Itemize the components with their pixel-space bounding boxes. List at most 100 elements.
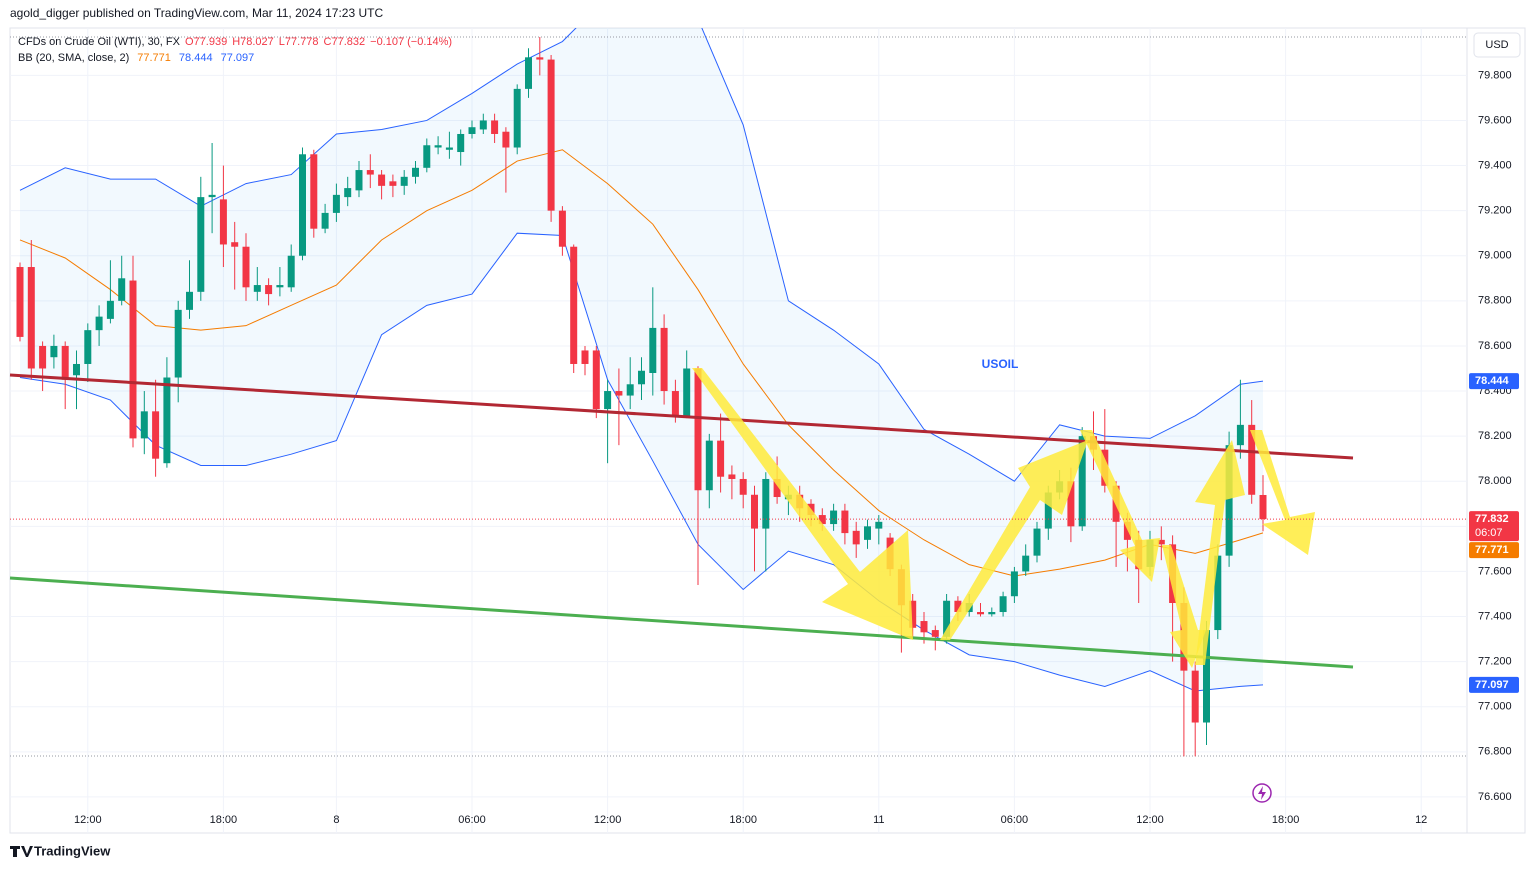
candle-body bbox=[434, 145, 442, 148]
forecast-arrows bbox=[692, 368, 1315, 668]
candle-body bbox=[1044, 492, 1052, 529]
currency-button[interactable] bbox=[1473, 32, 1521, 58]
indicator: BB (20, SMA, close, 2) bbox=[18, 52, 129, 64]
candle-body bbox=[468, 127, 476, 134]
bb-line bbox=[19, 232, 1264, 692]
candle-body bbox=[999, 596, 1007, 613]
candle-body bbox=[864, 526, 871, 540]
y-tick-label: 79.600 bbox=[1478, 114, 1512, 126]
candle-body bbox=[751, 494, 758, 529]
y-tick-label: 76.800 bbox=[1478, 746, 1512, 758]
ohlc-value: O77.939 bbox=[185, 36, 227, 48]
candle-body bbox=[920, 621, 928, 633]
footer-logo: TradingView bbox=[34, 843, 111, 858]
x-tick-label: 11 bbox=[873, 814, 884, 826]
x-tick-label: 12:00 bbox=[1136, 814, 1164, 826]
logo-icon bbox=[10, 846, 33, 857]
candle-body bbox=[638, 370, 645, 385]
candle-body bbox=[1259, 494, 1267, 520]
candle-body bbox=[208, 194, 216, 198]
candle-body bbox=[615, 391, 623, 396]
arrow bbox=[940, 440, 1088, 640]
symbol: CFDs on Crude Oil (WTI), 30, FX bbox=[18, 36, 181, 48]
currency[interactable]: USD bbox=[1485, 39, 1508, 51]
candle-body bbox=[39, 345, 47, 369]
candle-body bbox=[84, 330, 92, 364]
support-trendline bbox=[9, 576, 1354, 669]
change: −0.107 (−0.14%) bbox=[370, 36, 452, 48]
candle-body bbox=[909, 600, 917, 628]
candle-body bbox=[1010, 571, 1018, 597]
candle-body bbox=[762, 478, 770, 529]
candle-body bbox=[299, 154, 306, 256]
attribution: agold_digger published on TradingView.co… bbox=[10, 6, 383, 20]
candle-body bbox=[197, 197, 205, 292]
y-tick-label: 79.800 bbox=[1478, 69, 1512, 81]
candle-body bbox=[570, 246, 578, 364]
price-badge bbox=[1469, 373, 1519, 390]
candle-body bbox=[265, 285, 273, 295]
candle-body bbox=[106, 300, 114, 319]
candle-body bbox=[547, 59, 555, 211]
candle-body bbox=[717, 440, 725, 477]
x-tick-label: 18:00 bbox=[210, 814, 238, 826]
x-tick-label: 06:00 bbox=[458, 814, 486, 826]
ohlc-value: C77.832 bbox=[324, 36, 366, 48]
candle-body bbox=[400, 176, 408, 186]
y-tick-label: 78.800 bbox=[1478, 295, 1512, 307]
candle-body bbox=[660, 327, 668, 392]
candle-body bbox=[1078, 436, 1086, 527]
price-badge-label: 77.097 bbox=[1475, 679, 1509, 691]
resistance-trendline bbox=[9, 373, 1354, 460]
event-icon[interactable] bbox=[1252, 783, 1272, 803]
candle-body bbox=[773, 478, 781, 498]
candle-body bbox=[931, 630, 939, 637]
y-tick-label: 78.600 bbox=[1478, 340, 1512, 352]
y-tick-label: 77.000 bbox=[1478, 701, 1512, 713]
candle-body bbox=[140, 411, 148, 439]
candle-body bbox=[445, 147, 453, 150]
candle-body bbox=[423, 145, 431, 168]
bb-line bbox=[19, 28, 1264, 482]
y-tick-label: 77.400 bbox=[1478, 610, 1512, 622]
candle-body bbox=[1123, 521, 1131, 540]
candle-body bbox=[389, 181, 397, 186]
candle-body bbox=[671, 391, 679, 416]
candle-body bbox=[513, 88, 521, 148]
y-tick-label: 79.200 bbox=[1478, 205, 1512, 217]
candle-body bbox=[344, 188, 352, 198]
candle-body bbox=[694, 368, 702, 491]
legend-row: BB (20, SMA, close, 2) 77.771 78.444 77.097 bbox=[18, 52, 254, 64]
candle-body bbox=[649, 327, 657, 373]
candle-body bbox=[739, 478, 747, 495]
candle-body bbox=[683, 368, 691, 416]
indicator-value: 78.444 bbox=[179, 52, 213, 64]
candle-body bbox=[1248, 424, 1256, 495]
y-tick-label: 79.000 bbox=[1478, 250, 1512, 262]
candle-body bbox=[1236, 424, 1244, 446]
candle-body bbox=[152, 411, 160, 459]
ohlc-value: H78.027 bbox=[232, 36, 274, 48]
candle-body bbox=[943, 600, 951, 637]
candle-body bbox=[728, 474, 736, 479]
candle-body bbox=[242, 246, 250, 288]
y-tick-label: 78.200 bbox=[1478, 430, 1512, 442]
candle-body bbox=[1225, 445, 1233, 556]
candle-body bbox=[332, 194, 340, 213]
x-tick-label: 8 bbox=[333, 814, 339, 826]
candle-body bbox=[604, 391, 612, 410]
candle-body bbox=[16, 267, 24, 337]
candle-body bbox=[27, 267, 35, 369]
candle-body bbox=[852, 530, 860, 545]
arrow bbox=[1162, 545, 1206, 668]
candle-body bbox=[118, 278, 126, 301]
candle-body bbox=[412, 167, 419, 177]
candle-body bbox=[73, 363, 80, 376]
y-tick-label: 77.200 bbox=[1478, 656, 1512, 668]
candle-body bbox=[276, 285, 284, 288]
event-icon-bolt bbox=[1258, 786, 1266, 800]
price-badge bbox=[1469, 542, 1519, 559]
candle-body bbox=[287, 255, 295, 288]
x-tick-label: 18:00 bbox=[1272, 814, 1300, 826]
